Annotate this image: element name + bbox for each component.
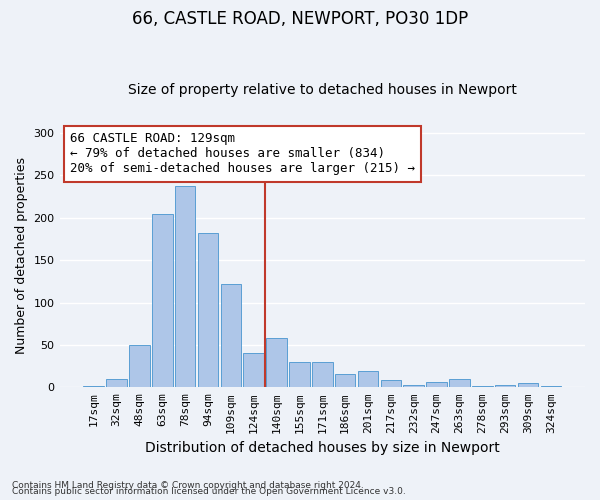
Y-axis label: Number of detached properties: Number of detached properties (15, 158, 28, 354)
Text: 66 CASTLE ROAD: 129sqm
← 79% of detached houses are smaller (834)
20% of semi-de: 66 CASTLE ROAD: 129sqm ← 79% of detached… (70, 132, 415, 176)
Bar (175, 186, 196, 388)
Bar (198, 233, 218, 388)
Bar (312, 362, 332, 388)
Bar (221, 284, 241, 388)
Bar (541, 386, 561, 388)
Bar (83, 386, 104, 388)
Bar (426, 382, 447, 388)
Bar (518, 383, 538, 388)
Bar (403, 385, 424, 388)
X-axis label: Distribution of detached houses by size in Newport: Distribution of detached houses by size … (145, 441, 500, 455)
Bar (472, 386, 493, 388)
Bar (495, 385, 515, 388)
Bar (129, 345, 150, 388)
Bar (358, 371, 378, 388)
Bar (106, 379, 127, 388)
Text: Contains HM Land Registry data © Crown copyright and database right 2024.: Contains HM Land Registry data © Crown c… (12, 481, 364, 490)
Bar (289, 362, 310, 388)
Bar (335, 374, 355, 388)
Bar (380, 380, 401, 388)
Bar (449, 379, 470, 388)
Text: Contains public sector information licensed under the Open Government Licence v3: Contains public sector information licen… (12, 488, 406, 496)
Bar (152, 214, 173, 388)
Bar (244, 354, 264, 388)
Bar (266, 338, 287, 388)
Title: Size of property relative to detached houses in Newport: Size of property relative to detached ho… (128, 83, 517, 97)
Text: 66, CASTLE ROAD, NEWPORT, PO30 1DP: 66, CASTLE ROAD, NEWPORT, PO30 1DP (132, 10, 468, 28)
